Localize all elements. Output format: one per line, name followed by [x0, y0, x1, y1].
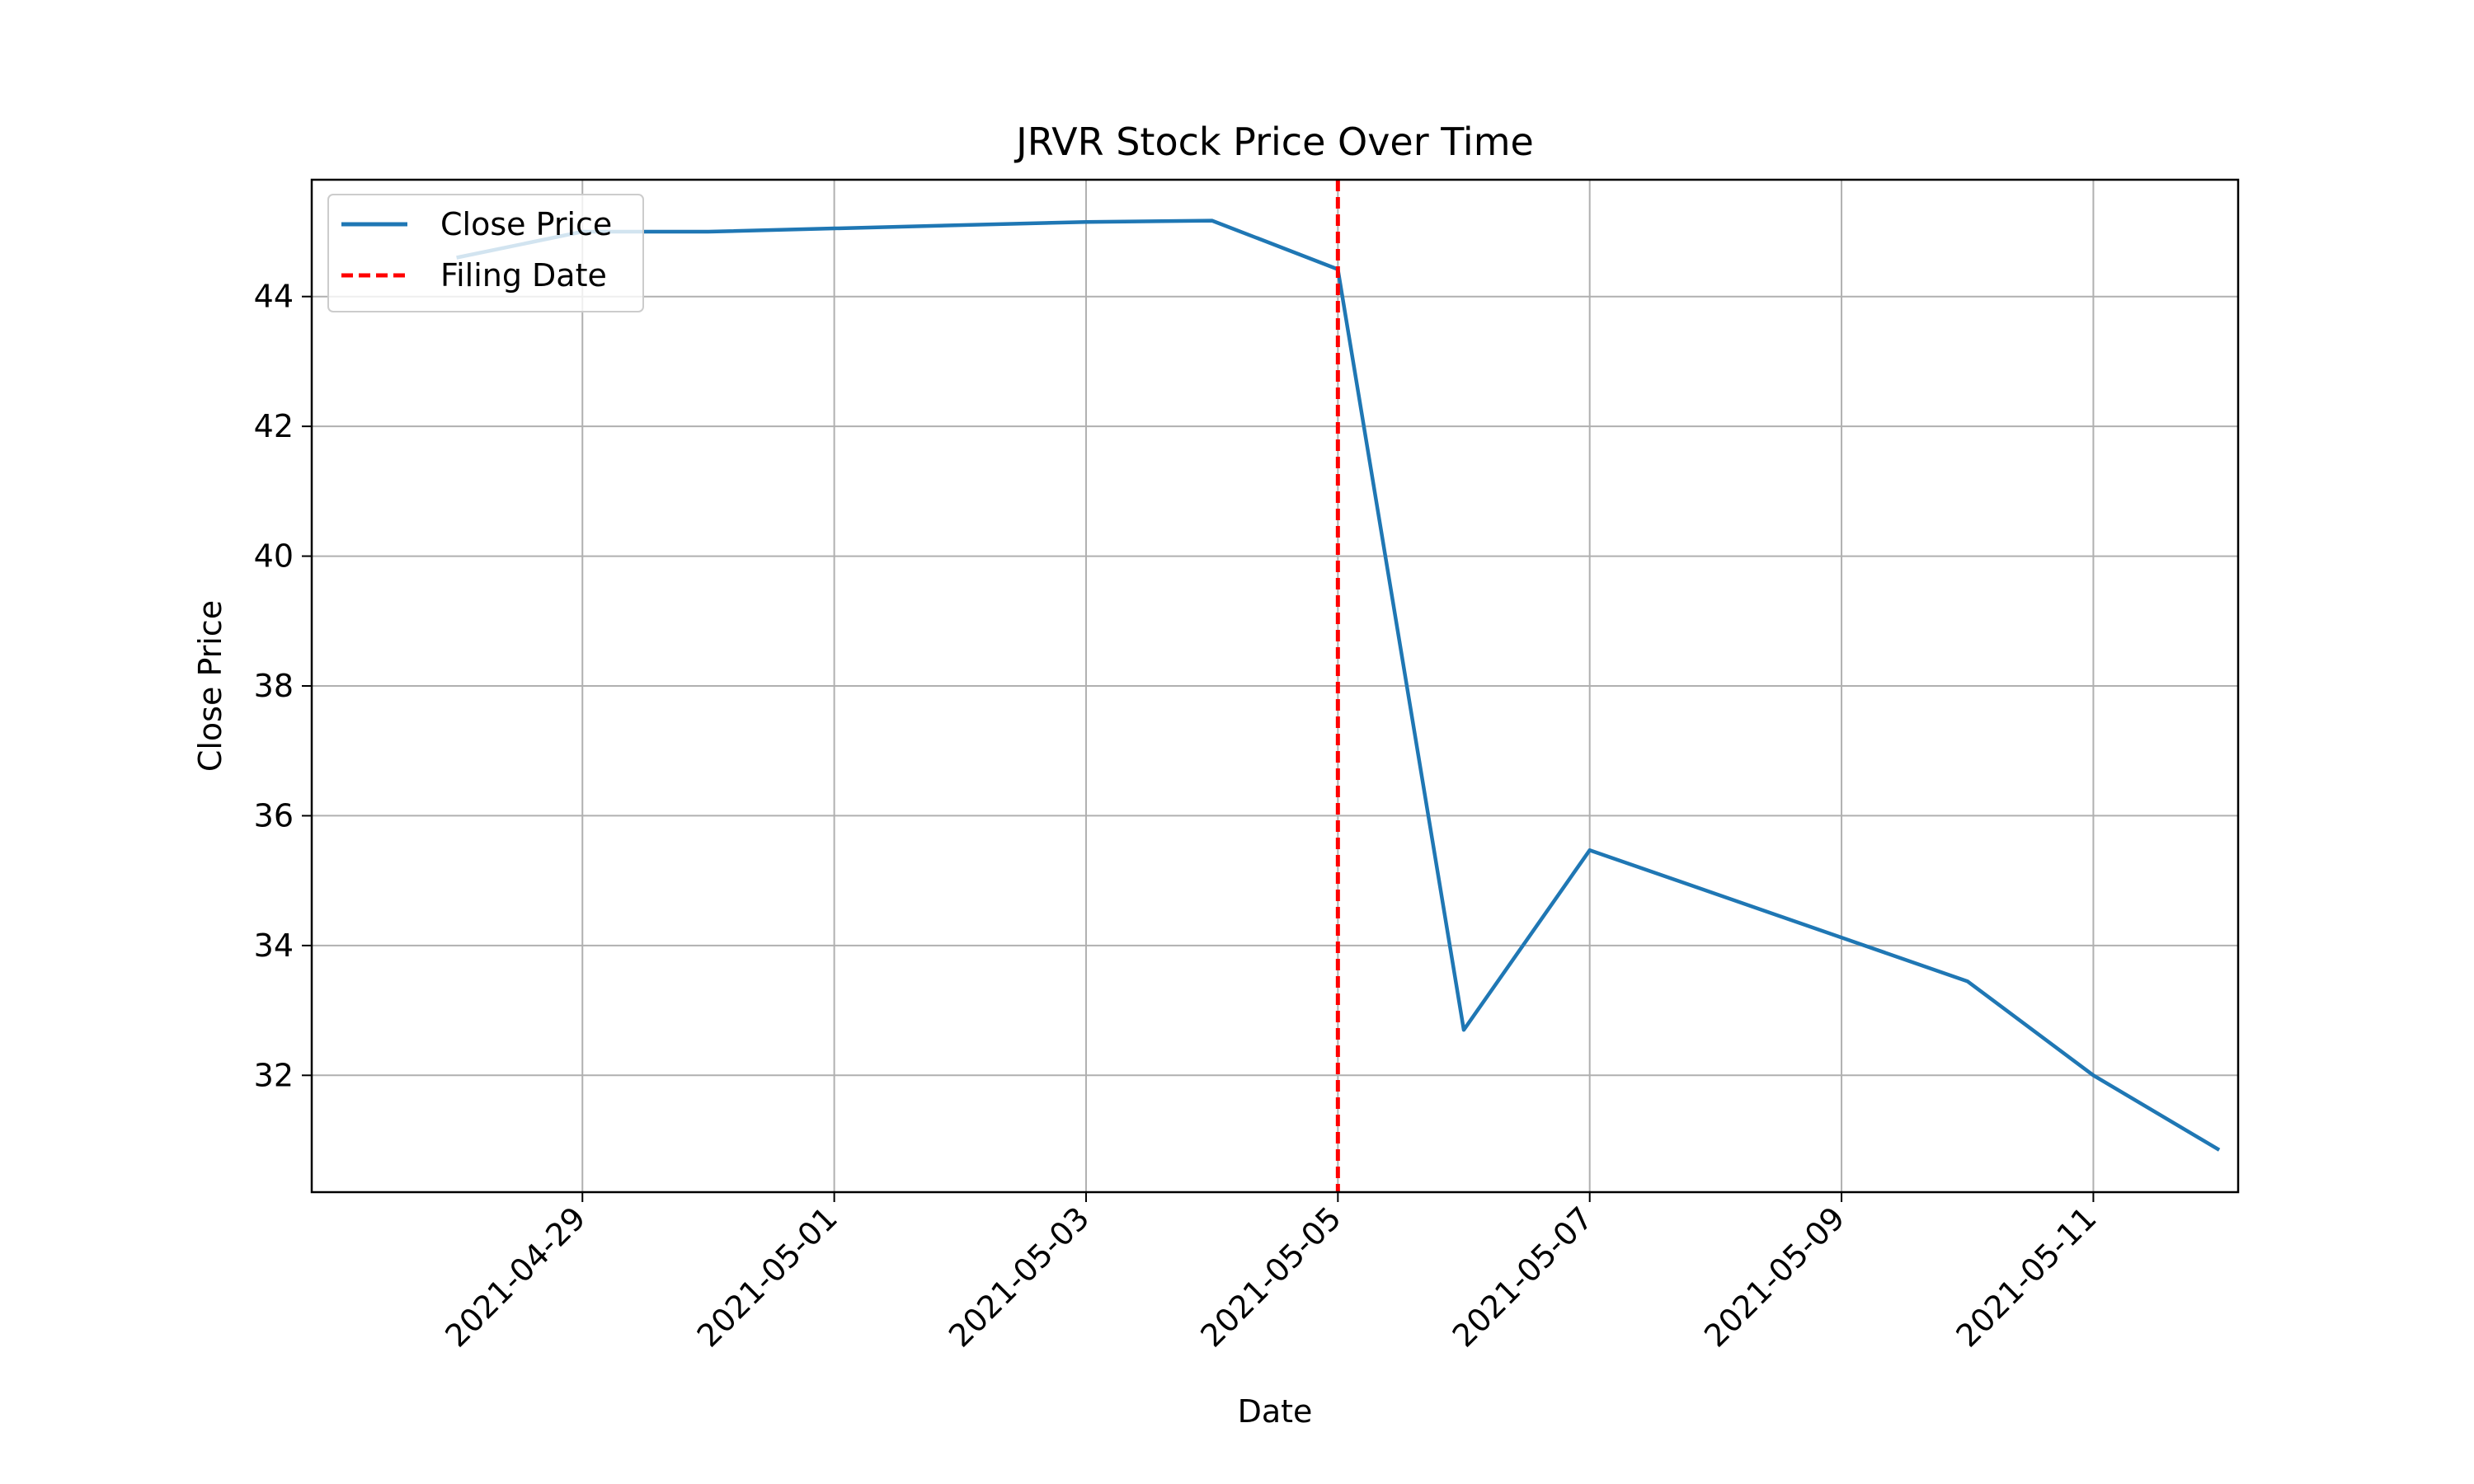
- chart-title: JRVR Stock Price Over Time: [1014, 120, 1534, 164]
- legend-label-1: Filing Date: [440, 257, 607, 294]
- y-tick-label-4: 40: [254, 538, 294, 575]
- y-tick-label-0: 32: [254, 1057, 294, 1093]
- y-tick-label-2: 36: [254, 797, 294, 834]
- y-tick-label-3: 38: [254, 668, 294, 704]
- grid: [312, 180, 2238, 1192]
- y-tick-label-1: 34: [254, 928, 294, 964]
- legend: Close Price Filing Date: [327, 194, 644, 312]
- y-axis-ticks: 32 34 36 38 40 42 44: [254, 279, 312, 1093]
- x-axis-label: Date: [1238, 1393, 1313, 1430]
- legend-label-0: Close Price: [440, 206, 612, 242]
- y-tick-label-5: 42: [254, 408, 294, 444]
- y-axis-label: Close Price: [192, 600, 228, 772]
- y-tick-label-6: 44: [254, 279, 294, 315]
